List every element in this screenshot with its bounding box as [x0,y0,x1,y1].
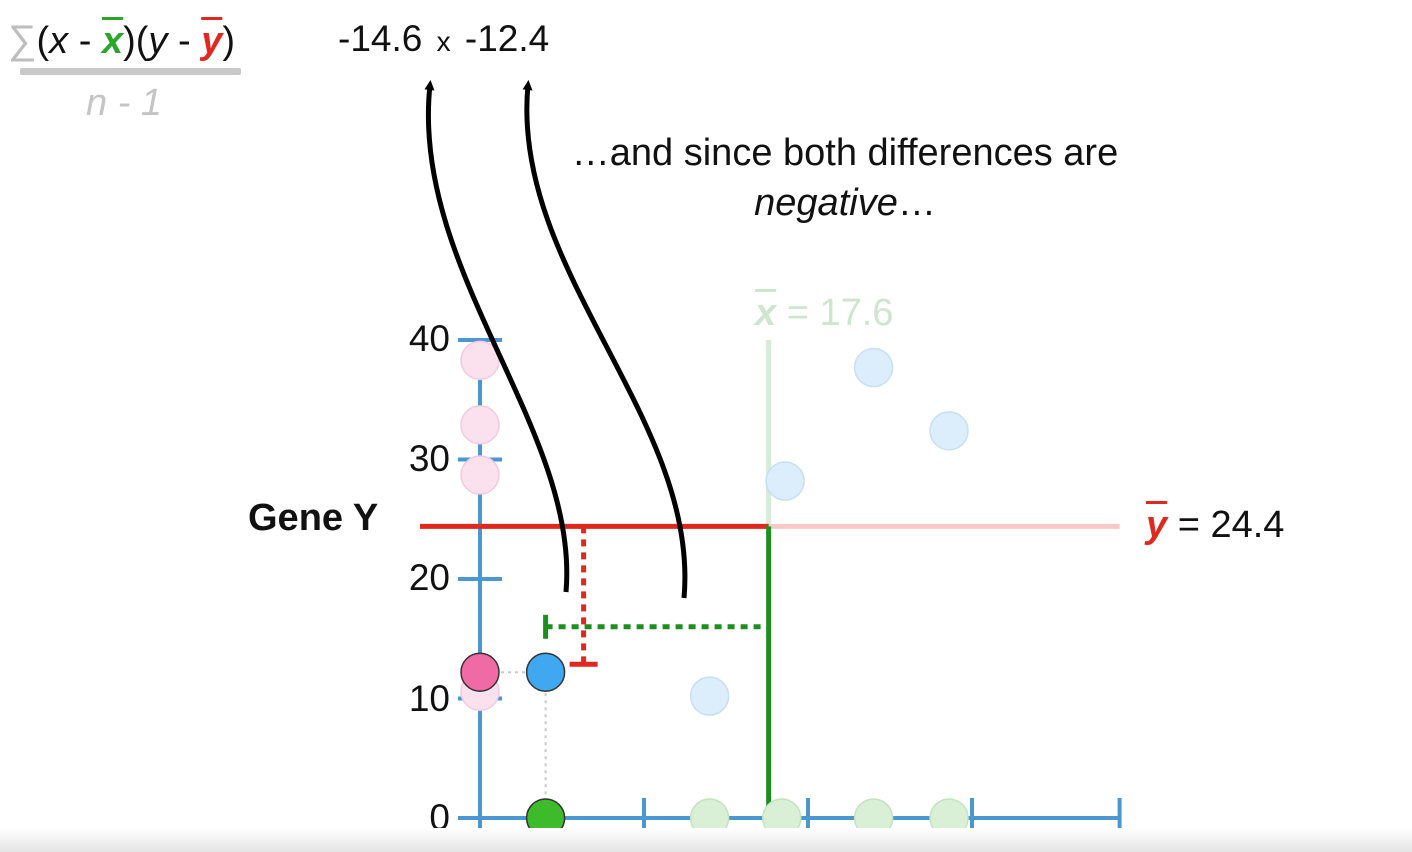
y-mean-label: y = 24.4 [1146,504,1285,546]
y-marginal-point-faded [460,405,500,445]
x-mean-symbol: x [101,20,124,62]
y-variable: y [148,20,168,62]
faded-data-point [765,461,805,501]
y-axis-title: Gene Y [248,497,379,539]
y-tick-label: 20 [408,557,450,598]
faded-data-point [689,676,730,716]
covariance-formula-numerator: ∑(x - x)(y - y) [8,18,235,62]
y-marginal-point-highlighted [460,652,500,692]
arrow-to-y-difference [522,80,688,599]
y-tick-label: 0 [429,797,450,838]
formula-denominator: n - 1 [86,82,163,124]
difference-product: -14.6 x -12.4 [338,18,549,60]
annotation-text: …and since both differences are negative… [571,132,1119,224]
y-tick-label: 30 [408,438,450,479]
annotation-emphasis: negative [754,182,898,224]
arrow-to-x-difference [424,80,570,593]
y-tick-label: 40 [408,318,450,359]
y-tick-label: 10 [408,678,450,719]
bottom-shade [0,828,1412,852]
highlighted-data-point [525,652,566,692]
sigma-symbol: ∑ [8,18,37,62]
times-sign: x [436,26,451,57]
faded-data-point [853,347,894,388]
fraction-line [20,68,241,75]
x-difference-value: -14.6 [338,18,423,59]
y-marginal-point-faded [460,455,500,495]
y-mean-symbol: y [201,20,223,62]
x-mean-label: x = 17.6 [755,292,894,334]
x-variable: x [49,20,69,62]
y-marginal-point-faded [460,340,500,381]
faded-data-point [929,411,969,451]
y-difference-value: -12.4 [464,18,550,59]
